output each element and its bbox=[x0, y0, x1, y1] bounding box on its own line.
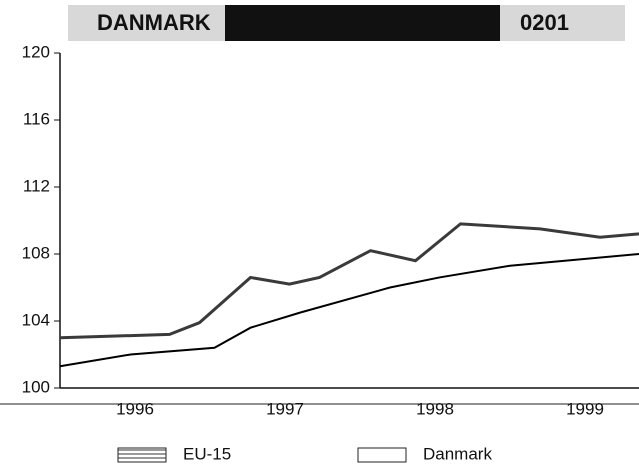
line-series bbox=[59, 253, 639, 368]
header-block bbox=[225, 5, 500, 41]
chart-subtitle: 0201 bbox=[520, 10, 569, 35]
legend-swatch bbox=[117, 447, 167, 463]
legend-label: Danmark bbox=[423, 444, 492, 463]
line-series bbox=[59, 222, 639, 340]
y-tick-label: 116 bbox=[23, 109, 50, 128]
x-tick-label: 1999 bbox=[566, 399, 604, 418]
legend-label: EU-15 bbox=[183, 444, 231, 463]
x-tick-label: 1997 bbox=[266, 399, 304, 418]
y-tick-label: 112 bbox=[23, 176, 50, 195]
y-tick-label: 100 bbox=[22, 377, 50, 396]
chart-title: DANMARK bbox=[97, 10, 211, 35]
x-tick-label: 1998 bbox=[416, 399, 454, 418]
x-tick-label: 1996 bbox=[116, 399, 154, 418]
y-tick-label: 104 bbox=[22, 310, 50, 329]
legend-swatch bbox=[357, 447, 407, 463]
y-tick-label: 120 bbox=[22, 42, 50, 61]
y-tick-label: 108 bbox=[22, 243, 50, 262]
